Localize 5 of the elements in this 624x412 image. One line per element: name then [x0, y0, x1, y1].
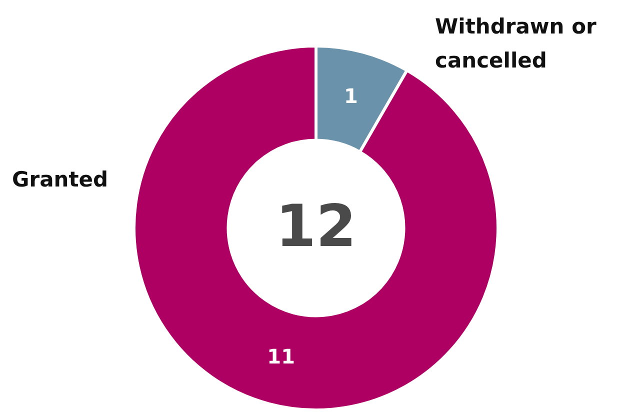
- slice-label: Granted: [12, 167, 108, 192]
- data-label: 11: [267, 344, 296, 368]
- data-label: 1: [344, 84, 358, 108]
- slice-label: Withdrawn or cancelled: [435, 14, 597, 72]
- text: 12: [276, 192, 356, 260]
